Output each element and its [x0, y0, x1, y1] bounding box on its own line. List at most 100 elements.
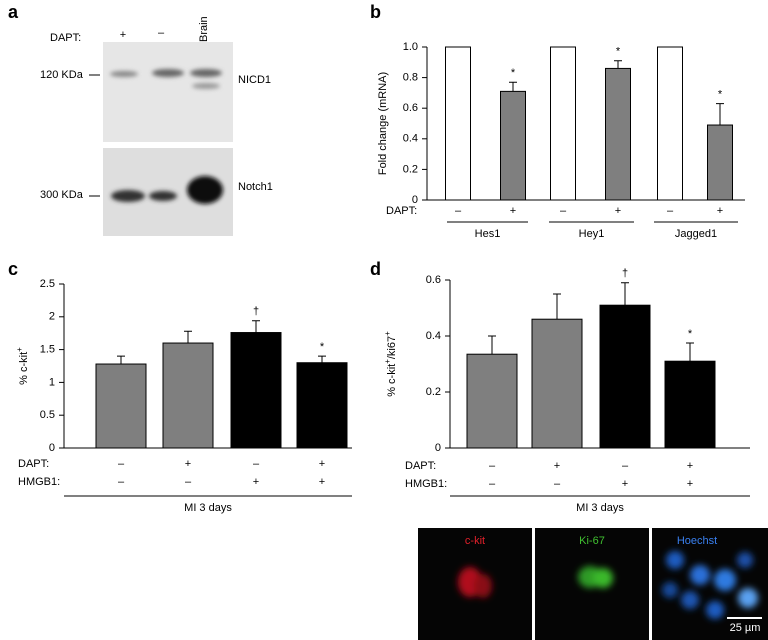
bar — [445, 46, 471, 201]
row-value: + — [717, 205, 723, 217]
bar — [664, 360, 716, 449]
row-value: + — [615, 205, 621, 217]
y-tick-label: 0 — [412, 194, 418, 206]
blot-row-label: DAPT: — [50, 32, 81, 44]
row-value: + — [554, 460, 560, 472]
row-value: – — [560, 205, 567, 217]
y-tick-label: 0.6 — [426, 274, 441, 286]
band-name: NICD1 — [238, 74, 271, 86]
lane-label: + — [120, 29, 126, 41]
blot — [103, 42, 233, 236]
row-label: DAPT: — [405, 460, 436, 472]
row-label: DAPT: — [18, 458, 49, 470]
group-label: Jagged1 — [675, 228, 717, 240]
y-tick-label: 0.4 — [403, 133, 418, 145]
significance-marker: † — [253, 306, 259, 318]
micrographs — [418, 528, 768, 640]
error-bar — [488, 335, 496, 355]
lane-label: Brain — [198, 16, 210, 42]
y-axis-label-sup: + — [383, 359, 392, 364]
significance-marker: * — [320, 341, 325, 353]
y-tick-label: 1 — [49, 376, 55, 388]
group-label: Hes1 — [475, 228, 501, 240]
significance-marker: * — [511, 67, 516, 79]
bar — [296, 362, 348, 449]
row-value: – — [118, 476, 125, 488]
error-bar — [252, 320, 260, 333]
y-tick-label: 0 — [435, 442, 441, 454]
bar — [605, 67, 631, 201]
row-value: – — [185, 476, 192, 488]
y-tick-label: 1.0 — [403, 41, 418, 53]
row-label: HMGB1: — [18, 476, 60, 488]
y-tick-label: 0.4 — [426, 330, 441, 342]
error-bar — [184, 330, 192, 344]
row-value: – — [667, 205, 674, 217]
footer-label: MI 3 days — [576, 502, 624, 514]
row-value: + — [687, 478, 693, 490]
significance-marker: † — [622, 268, 628, 280]
row-value: – — [455, 205, 462, 217]
row-value: + — [510, 205, 516, 217]
channel-label: c-kit — [465, 535, 485, 547]
error-bar — [117, 355, 125, 365]
row-value: – — [118, 458, 125, 470]
y-tick-label: 1.5 — [40, 344, 55, 356]
y-axis-label-part: % c-kit — [386, 364, 398, 397]
panel-label: b — [370, 2, 381, 22]
bar — [230, 332, 282, 449]
bar — [162, 342, 214, 449]
row-label: DAPT: — [386, 205, 417, 217]
row-value: + — [622, 478, 628, 490]
significance-marker: * — [616, 46, 621, 58]
bar — [657, 46, 683, 201]
y-axis-label-sup: + — [383, 331, 392, 336]
y-tick-label: 0.6 — [403, 102, 418, 114]
band-size: 300 KDa — [40, 189, 84, 201]
bar — [599, 304, 651, 449]
y-axis-label: % c-kit+/ki67+ — [383, 331, 398, 397]
bar — [500, 90, 526, 201]
row-value: + — [687, 460, 693, 472]
row-value: + — [319, 458, 325, 470]
y-axis-label-part: Fold change (mRNA) — [377, 72, 389, 175]
row-value: – — [489, 478, 496, 490]
scale-label: 25 µm — [730, 622, 761, 634]
y-axis-label-part: % c-kit — [18, 352, 30, 385]
bar — [531, 318, 583, 449]
y-axis-label-sup: + — [15, 347, 24, 352]
lane-label: – — [158, 27, 165, 39]
bar — [466, 353, 518, 449]
error-bar — [318, 355, 326, 363]
y-tick-label: 0.8 — [403, 72, 418, 84]
row-value: + — [319, 476, 325, 488]
error-bar — [716, 103, 724, 126]
row-value: – — [253, 458, 260, 470]
significance-marker: * — [688, 328, 693, 340]
panel-label: c — [8, 259, 18, 279]
row-value: + — [253, 476, 259, 488]
row-value: – — [489, 460, 496, 472]
channel-label: Ki-67 — [579, 535, 605, 547]
row-value: + — [185, 458, 191, 470]
y-tick-label: 2 — [49, 311, 55, 323]
error-bar — [509, 81, 517, 92]
panel-label: d — [370, 259, 381, 279]
y-tick-label: 0.2 — [426, 386, 441, 398]
bar — [707, 124, 733, 201]
y-axis-label-part: /ki67 — [386, 336, 398, 359]
bar — [550, 46, 576, 201]
row-value: – — [554, 478, 561, 490]
band-size: 120 KDa — [40, 69, 84, 81]
y-tick-label: 0.2 — [403, 163, 418, 175]
y-tick-label: 0.5 — [40, 409, 55, 421]
error-bar — [686, 342, 694, 362]
row-label: HMGB1: — [405, 478, 447, 490]
group-label: Hey1 — [579, 228, 605, 240]
band-name: Notch1 — [238, 181, 273, 193]
y-axis-label: % c-kit+ — [15, 347, 30, 385]
y-tick-label: 0 — [49, 442, 55, 454]
row-value: – — [622, 460, 629, 472]
panel-label: a — [8, 2, 19, 22]
